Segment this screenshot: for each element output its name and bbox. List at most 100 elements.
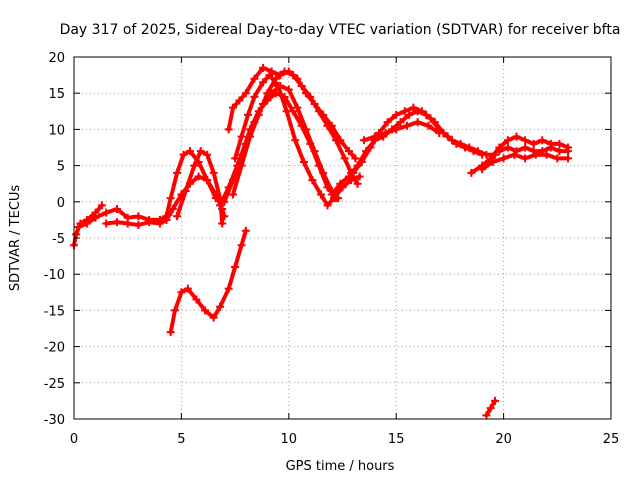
data-point xyxy=(542,150,551,159)
data-point xyxy=(392,125,401,134)
data-point xyxy=(284,67,293,76)
axis-ticks: 0 5 10 15 20 25 -30 -25 -20 -15 -10 -5 0 5 10 15 20 xyxy=(44,51,620,447)
data-point xyxy=(336,136,345,145)
series-track-1 xyxy=(70,201,106,250)
x-tick-label: 20 xyxy=(495,432,512,447)
data-point xyxy=(201,306,210,315)
data-point xyxy=(308,176,317,185)
data-point xyxy=(400,107,409,116)
series-track-11 xyxy=(224,63,360,163)
data-point xyxy=(203,150,212,159)
data-point xyxy=(282,107,291,116)
data-point xyxy=(134,212,143,221)
data-point xyxy=(538,147,547,156)
data-point xyxy=(366,143,375,152)
data-point xyxy=(284,85,293,94)
data-point xyxy=(452,139,461,148)
grid-lines xyxy=(74,57,611,419)
data-point xyxy=(170,306,179,315)
y-tick-label: -20 xyxy=(44,341,65,356)
y-tick-label: -10 xyxy=(44,268,65,283)
series-track-16 xyxy=(467,132,573,177)
data-point xyxy=(538,136,547,145)
data-point xyxy=(488,157,497,166)
data-point xyxy=(299,157,308,166)
data-point xyxy=(351,154,360,163)
data-point xyxy=(235,96,244,105)
data-point xyxy=(228,103,237,112)
data-point xyxy=(250,74,259,83)
data-point xyxy=(482,411,491,420)
data-point xyxy=(317,190,326,199)
data-point xyxy=(564,154,573,163)
data-point xyxy=(102,219,111,228)
data-point xyxy=(499,154,508,163)
data-point xyxy=(460,143,469,152)
data-point xyxy=(301,89,310,98)
y-tick-label: -5 xyxy=(52,232,65,247)
data-point xyxy=(381,129,390,138)
data-point xyxy=(185,147,194,156)
y-tick-label: 20 xyxy=(48,51,65,66)
data-point xyxy=(224,125,233,134)
data-point xyxy=(521,154,530,163)
data-point xyxy=(409,103,418,112)
data-point xyxy=(392,110,401,119)
series-line xyxy=(168,228,248,335)
data-point xyxy=(237,132,246,141)
data-point xyxy=(503,136,512,145)
data-point xyxy=(74,223,83,232)
data-point xyxy=(413,118,422,127)
data-point xyxy=(91,213,100,222)
data-point xyxy=(259,63,268,72)
x-axis-label: GPS time / hours xyxy=(286,459,395,474)
y-tick-label: -15 xyxy=(44,304,65,319)
data-point xyxy=(181,186,190,195)
y-tick-label: 10 xyxy=(48,123,65,138)
data-point xyxy=(231,262,240,271)
y-tick-label: 5 xyxy=(57,160,65,175)
data-point xyxy=(546,143,555,152)
data-point xyxy=(297,121,306,130)
data-point xyxy=(469,147,478,156)
y-axis-label: SDTVAR / TECUs xyxy=(8,185,23,292)
x-tick-label: 25 xyxy=(603,432,620,447)
data-point xyxy=(402,121,411,130)
data-point xyxy=(241,89,250,98)
series-track-15 xyxy=(359,118,444,145)
data-point xyxy=(291,136,300,145)
y-tick-label: -30 xyxy=(44,413,65,428)
data-point xyxy=(220,197,229,206)
data-point xyxy=(426,114,435,123)
data-point xyxy=(173,168,182,177)
data-point xyxy=(336,179,345,188)
series-line xyxy=(76,207,171,230)
data-point xyxy=(112,205,121,214)
data-point xyxy=(370,132,379,141)
x-tick-label: 15 xyxy=(388,432,405,447)
data-point xyxy=(555,147,564,156)
data-point xyxy=(179,150,188,159)
data-point xyxy=(263,89,272,98)
data-point xyxy=(228,190,237,199)
data-point xyxy=(314,161,323,170)
data-point xyxy=(168,205,177,214)
series-line xyxy=(351,105,485,175)
data-point xyxy=(478,150,487,159)
data-point xyxy=(564,147,573,156)
data-point xyxy=(246,132,255,141)
data-point xyxy=(123,219,132,228)
data-point xyxy=(491,396,500,405)
data-point xyxy=(183,284,192,293)
data-point xyxy=(276,71,285,80)
data-point xyxy=(231,154,240,163)
data-point xyxy=(340,154,349,163)
data-point xyxy=(344,172,353,181)
data-point xyxy=(417,107,426,116)
data-point xyxy=(353,179,362,188)
data-point xyxy=(349,168,358,177)
data-point xyxy=(237,161,246,170)
data-point xyxy=(293,74,302,83)
